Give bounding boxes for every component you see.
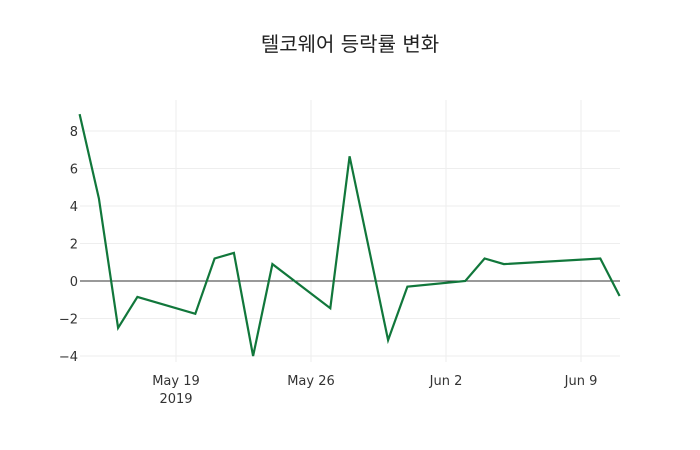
y-tick-label: 0 <box>70 275 78 290</box>
y-axis-labels: 8 6 4 2 0 −2 −4 <box>59 125 78 365</box>
x-tick-label: Jun 2 <box>429 374 463 389</box>
x-tick-label: May 19 <box>152 374 200 389</box>
x-tick-year-label: 2019 <box>159 392 192 407</box>
y-tick-label: 6 <box>70 163 78 178</box>
x-tick-label: May 26 <box>287 374 335 389</box>
y-tick-label: −2 <box>59 313 78 328</box>
y-tick-label: 4 <box>70 200 78 215</box>
y-tick-label: 2 <box>70 238 78 253</box>
series-line <box>78 113 621 357</box>
y-tick-label: 8 <box>70 125 78 140</box>
grid-lines <box>80 100 620 362</box>
chart-title: 텔코웨어 등락률 변화 <box>260 32 440 56</box>
x-axis-labels: May 19 2019 May 26 Jun 2 Jun 9 <box>152 374 597 407</box>
y-tick-label: −4 <box>59 350 78 365</box>
x-tick-label: Jun 9 <box>564 374 598 389</box>
